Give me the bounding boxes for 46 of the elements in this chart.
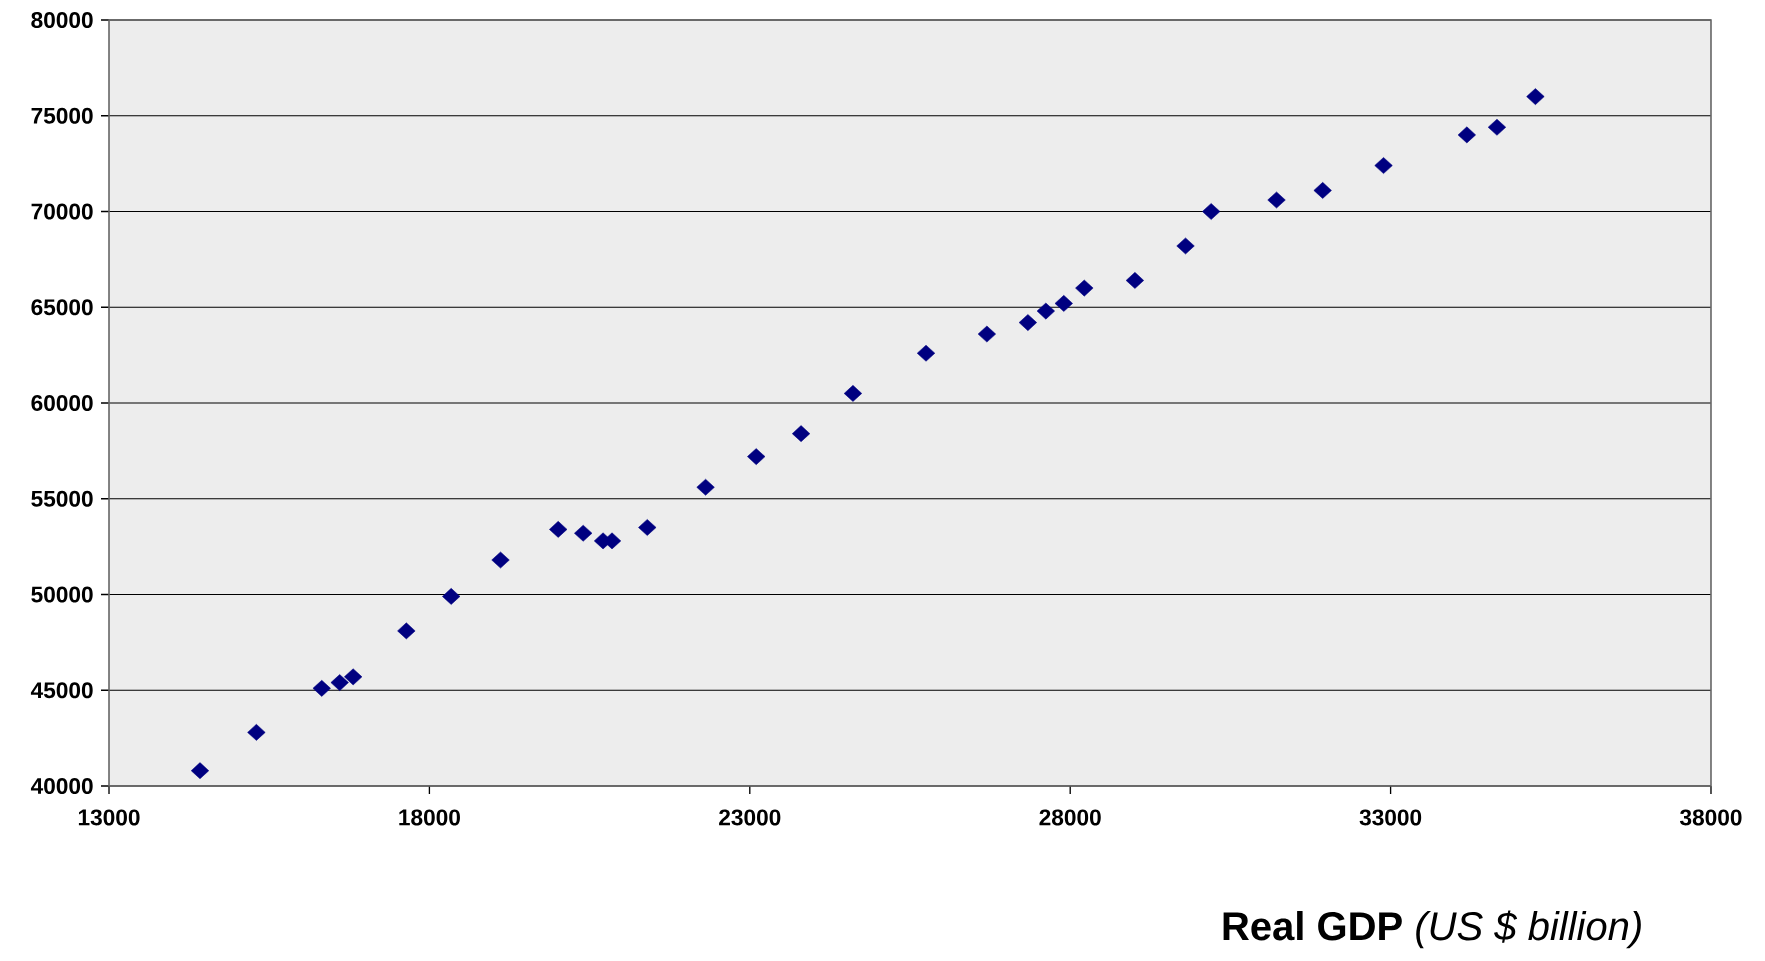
x-tick-label: 28000 [1039, 809, 1101, 826]
point [843, 385, 863, 402]
y-tick-label: 60000 [31, 394, 93, 412]
point [491, 551, 510, 569]
point [574, 524, 593, 542]
y-tick-label: 80000 [31, 11, 93, 29]
point [1374, 157, 1393, 174]
x-tick-label: 38000 [1680, 809, 1742, 826]
point [916, 344, 936, 362]
y-tick-label: 40000 [30, 777, 93, 795]
point [1487, 118, 1507, 136]
y-tick-label: 55000 [31, 490, 93, 507]
point [1267, 191, 1286, 209]
point [1075, 279, 1094, 297]
point [1202, 203, 1221, 220]
y-tick-label: 45000 [30, 682, 93, 699]
point [1036, 302, 1055, 320]
point [190, 762, 210, 780]
point [1054, 295, 1073, 312]
point [1018, 314, 1037, 331]
point [397, 622, 416, 640]
point [1313, 182, 1332, 199]
point [442, 588, 461, 605]
point [549, 521, 568, 538]
point [1125, 272, 1144, 289]
point [247, 724, 266, 741]
point [330, 674, 349, 691]
x-tick-label: 18000 [399, 809, 460, 826]
point [977, 325, 996, 343]
y-tick-label: 70000 [31, 203, 93, 220]
point [638, 519, 657, 536]
point [344, 668, 363, 686]
point [1526, 88, 1545, 105]
point [792, 425, 811, 442]
x-axis-title: Real GDP (US $ billion) [1223, 910, 1641, 949]
x-tick-label: 23000 [719, 809, 781, 826]
y-tick-label: 50000 [31, 586, 93, 603]
y-tick-label: 65000 [31, 299, 93, 316]
point [696, 478, 715, 496]
point [1176, 237, 1195, 255]
y-tick-label: 75000 [31, 107, 93, 124]
x-tick-label: 33000 [1359, 809, 1422, 826]
point [1457, 126, 1476, 144]
point [312, 680, 331, 697]
point [747, 448, 766, 465]
x-tick-label: 13000 [78, 809, 140, 826]
